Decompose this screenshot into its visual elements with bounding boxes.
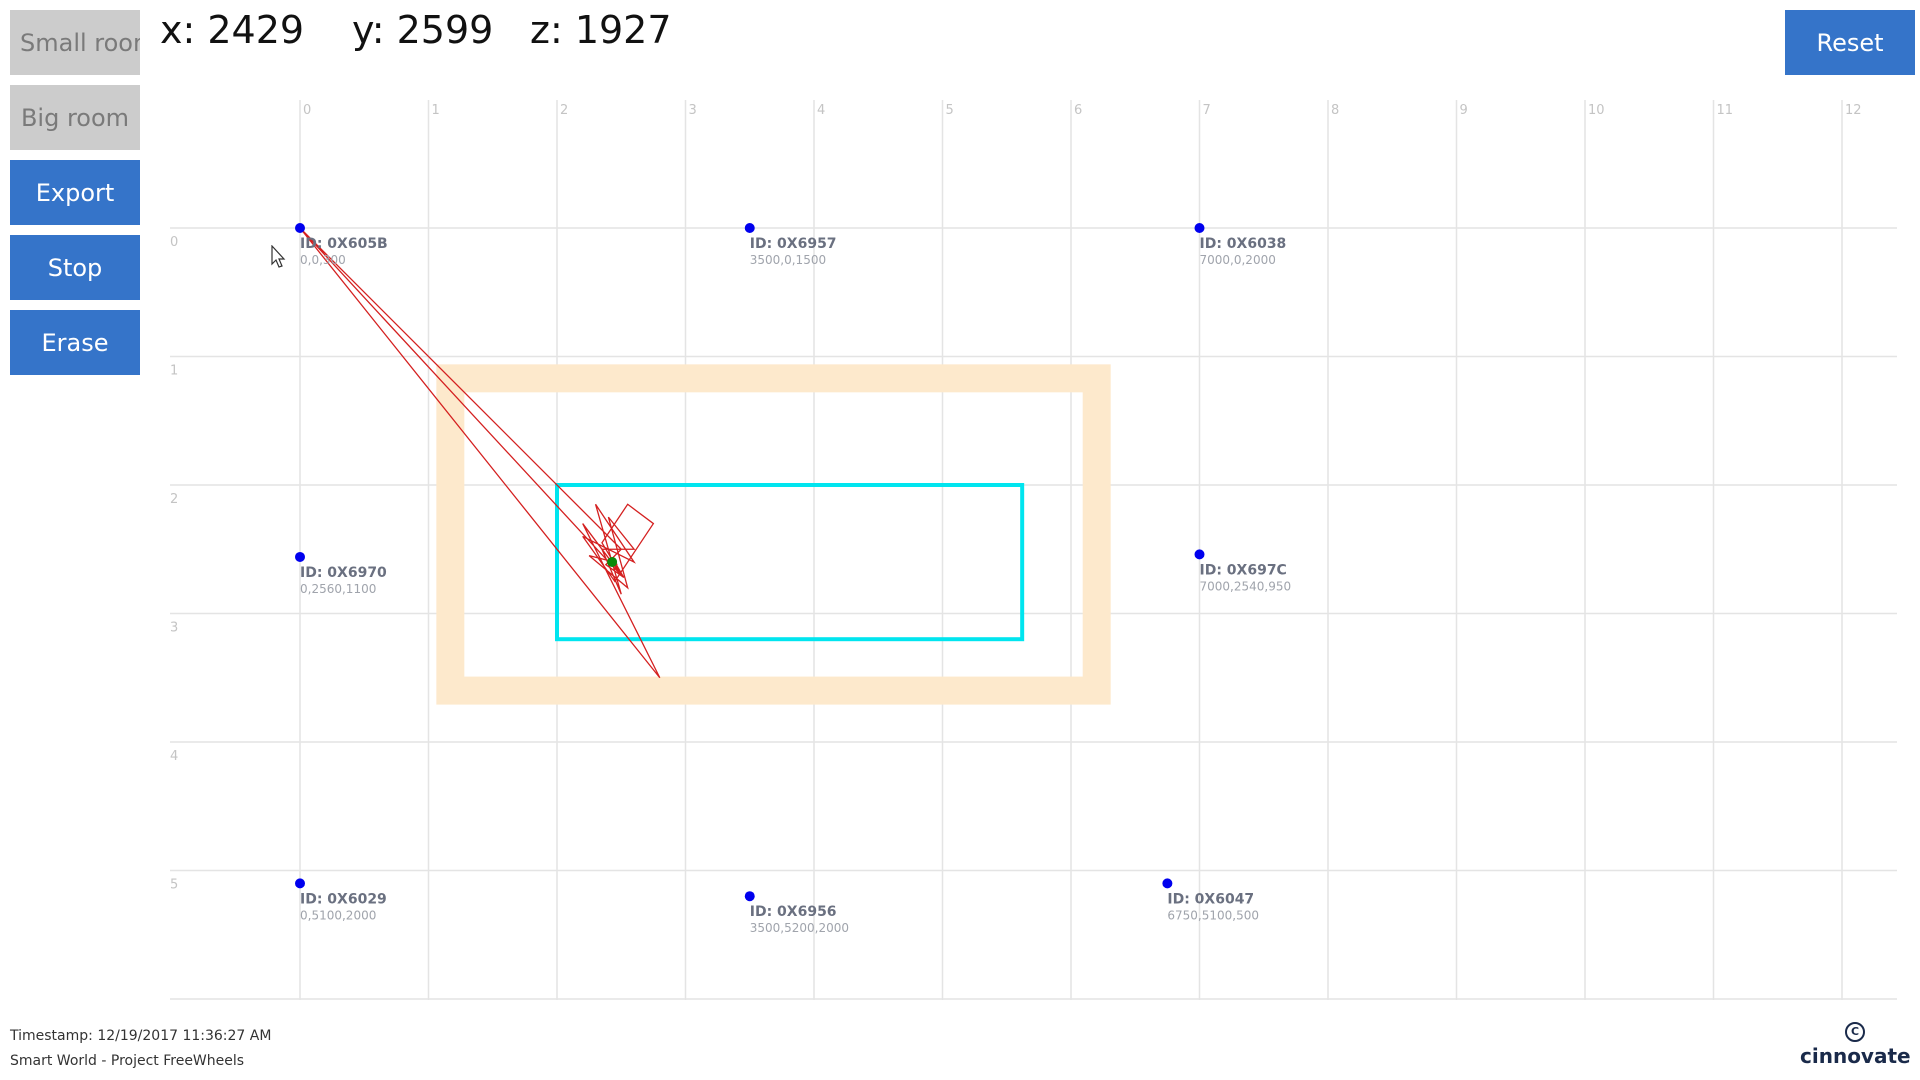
x-tick-label: 0: [303, 103, 311, 118]
x-tick-label: 8: [1331, 103, 1339, 118]
y-tick-label: 4: [170, 749, 178, 764]
anchor-dot: [295, 878, 305, 889]
logo-text: cinnovate: [1800, 1044, 1911, 1068]
anchor-dot: [744, 891, 755, 902]
x-tick-label: 5: [946, 103, 954, 118]
x-tick-label: 7: [1203, 103, 1211, 118]
x-tick-label: 12: [1845, 103, 1862, 118]
inner-room-zone: [555, 483, 1025, 642]
stop-button[interactable]: Stop: [10, 235, 140, 300]
big-room-button[interactable]: Big room: [10, 85, 140, 150]
x-tick-label: 3: [689, 103, 697, 118]
mouse-pointer-icon: [271, 245, 286, 268]
x-tick-label: 1: [432, 103, 440, 118]
anchor-coords-label: 6750,5100,500: [1167, 908, 1259, 922]
anchor-coords-label: 7000,2540,950: [1200, 579, 1292, 593]
anchor-id-label: ID: 0X605B: [300, 236, 388, 252]
anchor-id-label: ID: 0X6970: [300, 565, 387, 581]
y-tick-label: 1: [170, 364, 178, 379]
z-coordinate-readout: z: 1927: [530, 8, 672, 52]
project-name-label: Smart World - Project FreeWheels: [10, 1053, 245, 1069]
cinnovate-logo: C cinnovate: [1800, 1022, 1911, 1068]
logo-mark-icon: C: [1845, 1022, 1865, 1042]
x-tick-label: 4: [817, 103, 825, 118]
anchor-id-label: ID: 0X6029: [300, 891, 387, 907]
erase-button[interactable]: Erase: [10, 310, 140, 375]
anchor-id-label: ID: 0X6047: [1167, 891, 1254, 907]
anchor-coords-label: 3500,5200,2000: [750, 921, 849, 935]
timestamp-label: Timestamp: 12/19/2017 11:36:27 AM: [10, 1028, 272, 1044]
anchor-coords-label: 3500,0,1500: [750, 253, 826, 267]
anchor-dot: [1162, 878, 1173, 889]
y-tick-label: 2: [170, 492, 178, 507]
x-tick-label: 11: [1717, 103, 1734, 118]
x-tick-label: 2: [560, 103, 568, 118]
tag-track-path: [299, 227, 661, 679]
outer-room-zone: [436, 364, 1111, 705]
x-tick-label: 10: [1588, 103, 1605, 118]
anchor-coords-label: 7000,0,2000: [1200, 253, 1276, 267]
y-tick-label: 3: [170, 621, 178, 636]
x-tick-label: 6: [1074, 103, 1082, 118]
anchor-dot: [295, 551, 305, 562]
x-coordinate-readout: x: 2429: [160, 8, 305, 52]
anchor-dot: [1194, 223, 1205, 233]
anchor-dot: [295, 223, 305, 233]
x-tick-label: 9: [1460, 103, 1468, 118]
tag-position-marker: [607, 556, 618, 567]
reset-button[interactable]: Reset: [1785, 10, 1915, 75]
anchor-dot: [1194, 549, 1205, 560]
export-button[interactable]: Export: [10, 160, 140, 225]
y-tick-label: 0: [170, 235, 178, 250]
anchor-id-label: ID: 0X6038: [1200, 236, 1287, 252]
anchor-id-label: ID: 0X697C: [1200, 562, 1287, 578]
small-room-button[interactable]: Small room: [10, 10, 140, 75]
anchor-dot: [744, 223, 755, 233]
y-tick-label: 5: [170, 878, 178, 893]
rooms: [436, 364, 1111, 705]
anchor-coords-label: 0,5100,2000: [300, 908, 376, 922]
anchor-coords-label: 0,2560,1100: [300, 582, 376, 596]
anchor-id-label: ID: 0X6956: [750, 904, 837, 920]
anchor-coords-label: 0,0,300: [300, 253, 346, 267]
anchor-id-label: ID: 0X6957: [750, 236, 837, 252]
y-coordinate-readout: y: 2599: [352, 8, 494, 52]
